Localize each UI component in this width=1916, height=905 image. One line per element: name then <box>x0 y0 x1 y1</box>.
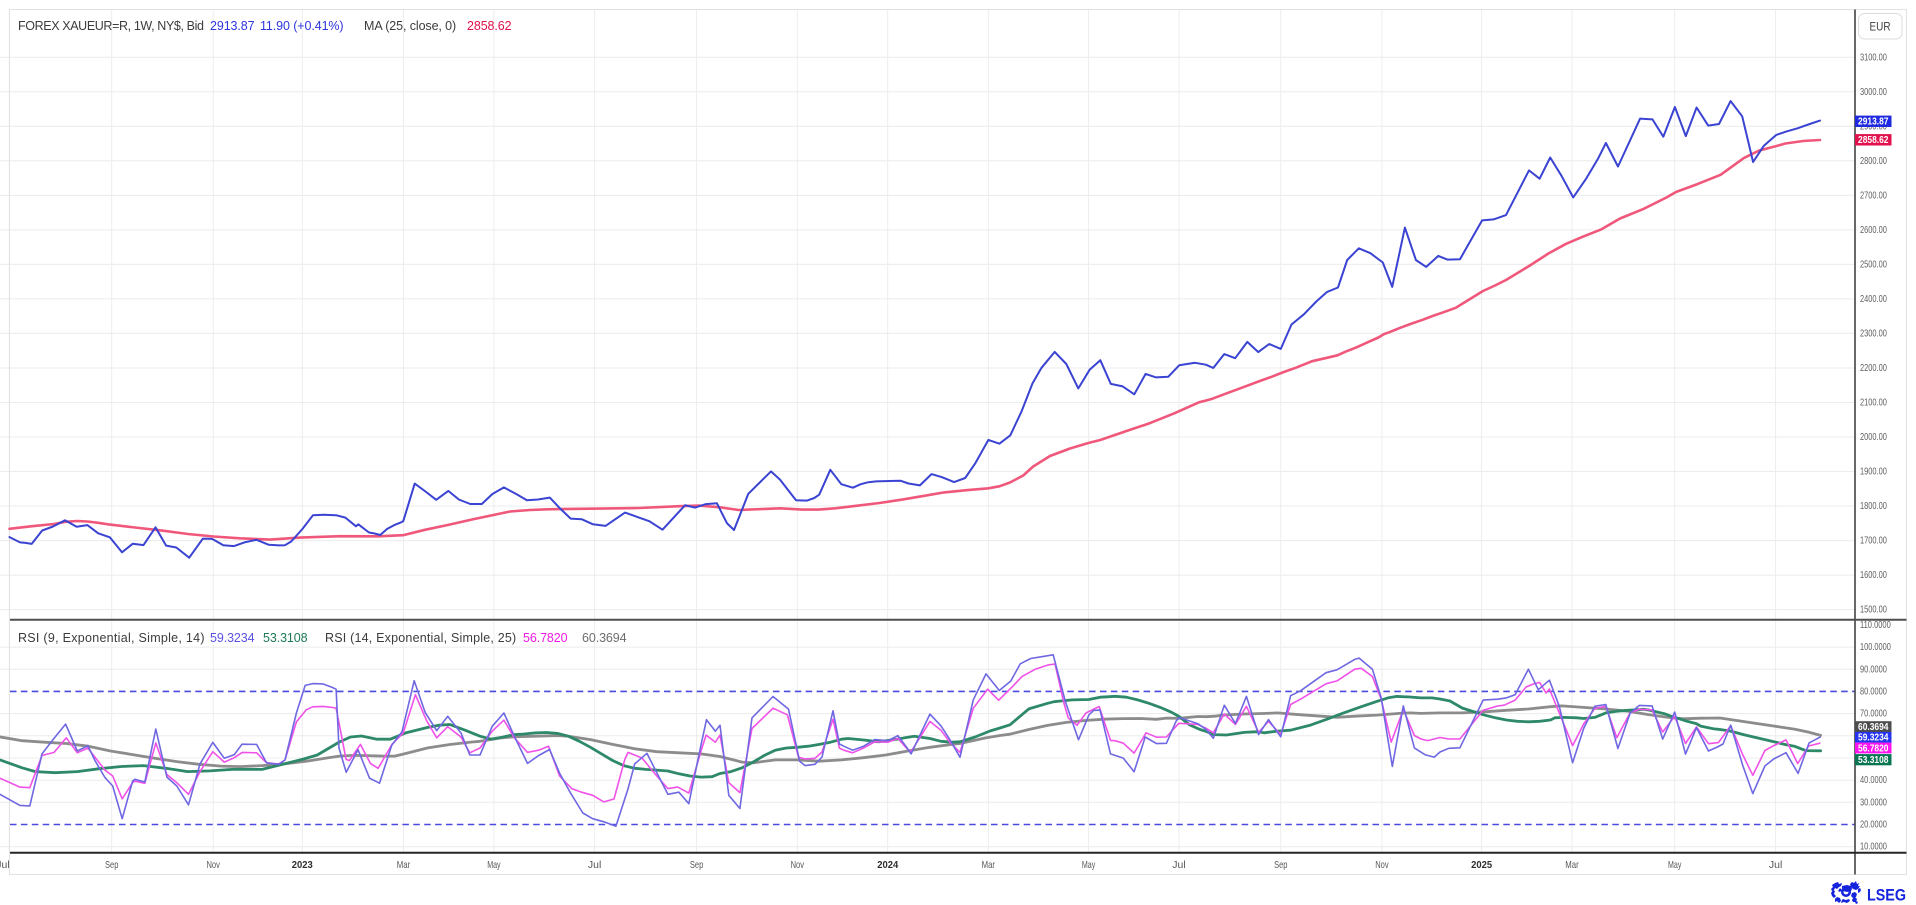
svg-text:Jul: Jul <box>588 859 601 871</box>
svg-text:Mar: Mar <box>397 859 411 871</box>
svg-text:2858.62: 2858.62 <box>1858 135 1889 146</box>
svg-text:90.0000: 90.0000 <box>1860 663 1887 675</box>
svg-text:1600.00: 1600.00 <box>1860 569 1887 581</box>
svg-text:53.3108: 53.3108 <box>1858 755 1889 766</box>
svg-text:Nov: Nov <box>1375 859 1389 871</box>
svg-text:Jul: Jul <box>1172 859 1185 871</box>
svg-text:2913.87: 2913.87 <box>1858 117 1889 128</box>
svg-text:60.3694: 60.3694 <box>1858 722 1889 733</box>
svg-text:Mar: Mar <box>1565 859 1579 871</box>
svg-text:Nov: Nov <box>207 859 221 871</box>
svg-text:70.0000: 70.0000 <box>1860 708 1887 720</box>
svg-text:May: May <box>1668 859 1682 871</box>
svg-text:Sep: Sep <box>105 859 119 871</box>
svg-text:Sep: Sep <box>1274 859 1288 871</box>
svg-text:1500.00: 1500.00 <box>1860 604 1887 616</box>
svg-text:10.0000: 10.0000 <box>1860 841 1887 853</box>
svg-text:59.3234: 59.3234 <box>1858 733 1889 744</box>
svg-text:Mar: Mar <box>982 859 996 871</box>
svg-text:3100.00: 3100.00 <box>1860 51 1887 63</box>
svg-text:2100.00: 2100.00 <box>1860 397 1887 409</box>
svg-text:2024: 2024 <box>877 859 898 871</box>
svg-text:2800.00: 2800.00 <box>1860 155 1887 167</box>
svg-text:2025: 2025 <box>1471 859 1492 871</box>
svg-text:EUR: EUR <box>1870 19 1891 33</box>
svg-text:2200.00: 2200.00 <box>1860 362 1887 374</box>
svg-text:100.0000: 100.0000 <box>1860 641 1891 653</box>
svg-text:1900.00: 1900.00 <box>1860 466 1887 478</box>
svg-text:May: May <box>487 859 501 871</box>
svg-text:LSEG: LSEG <box>1867 886 1906 905</box>
svg-text:2700.00: 2700.00 <box>1860 189 1887 201</box>
svg-text:3000.00: 3000.00 <box>1860 86 1887 98</box>
svg-text:May: May <box>1082 859 1096 871</box>
svg-text:2300.00: 2300.00 <box>1860 327 1887 339</box>
svg-text:56.7820: 56.7820 <box>1858 743 1889 754</box>
svg-text:80.0000: 80.0000 <box>1860 685 1887 697</box>
svg-text:30.0000: 30.0000 <box>1860 796 1887 808</box>
svg-text:1800.00: 1800.00 <box>1860 500 1887 512</box>
svg-text:2600.00: 2600.00 <box>1860 224 1887 236</box>
svg-text:2500.00: 2500.00 <box>1860 258 1887 270</box>
svg-text:Jul: Jul <box>1769 859 1782 871</box>
svg-text:Sep: Sep <box>690 859 704 871</box>
svg-text:20.0000: 20.0000 <box>1860 819 1887 831</box>
svg-text:Nov: Nov <box>791 859 805 871</box>
svg-text:2400.00: 2400.00 <box>1860 293 1887 305</box>
svg-text:2000.00: 2000.00 <box>1860 431 1887 443</box>
svg-text:Jul: Jul <box>0 859 10 871</box>
svg-text:2023: 2023 <box>292 859 313 871</box>
svg-text:40.0000: 40.0000 <box>1860 774 1887 786</box>
svg-text:1700.00: 1700.00 <box>1860 535 1887 547</box>
svg-text:110.0000: 110.0000 <box>1860 619 1891 631</box>
